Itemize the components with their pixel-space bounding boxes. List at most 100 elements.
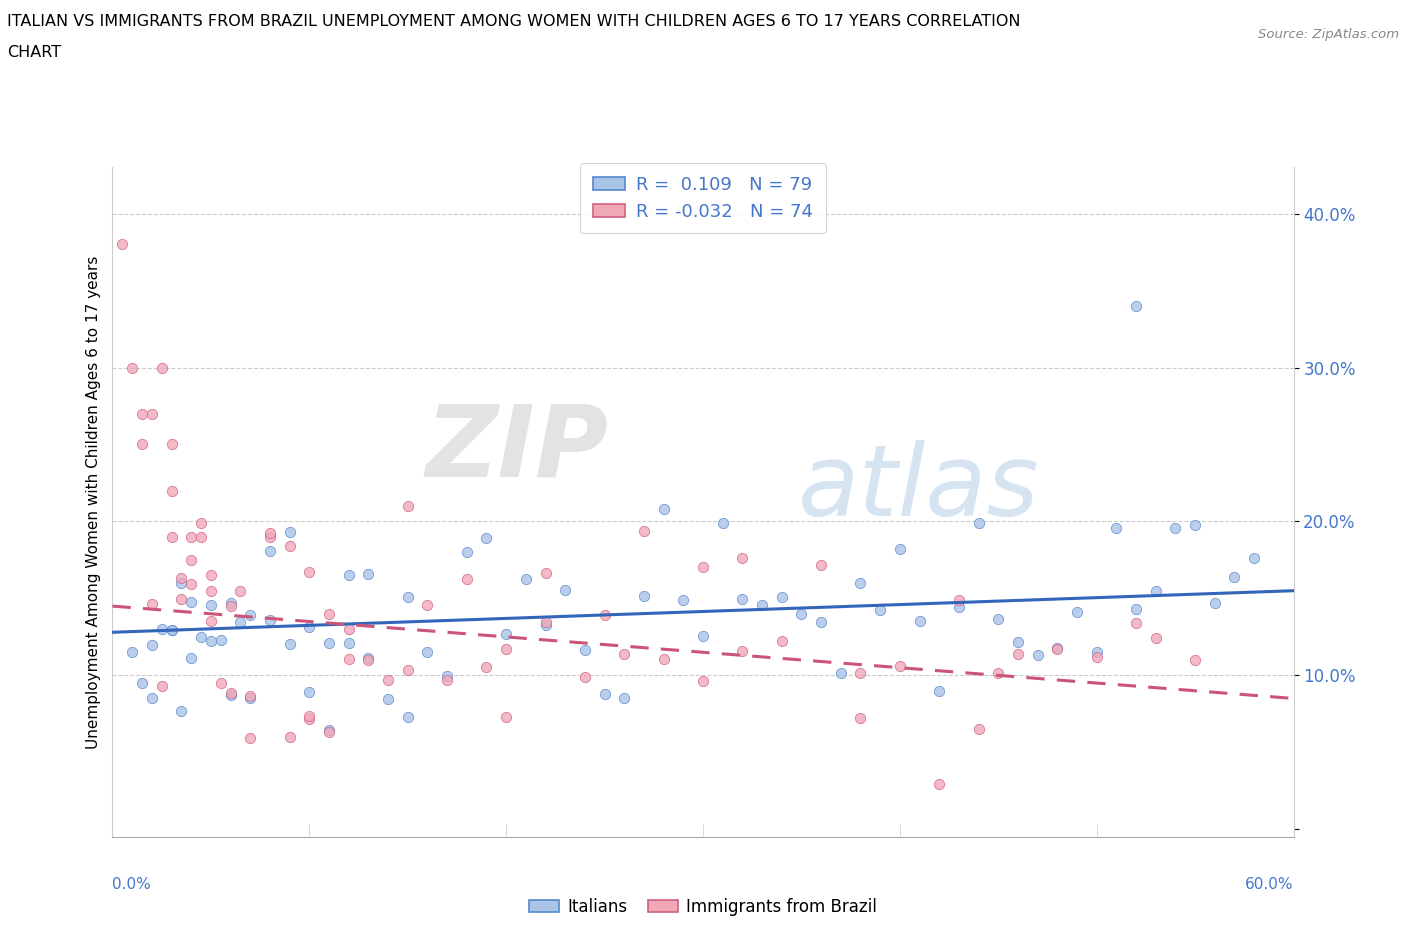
- Point: [190, 630, 212, 644]
- Point: [160, 623, 183, 638]
- Point: [810, 614, 832, 629]
- Point: [456, 545, 478, 560]
- Point: [1125, 602, 1147, 617]
- Point: [278, 525, 301, 539]
- Point: [1085, 644, 1108, 659]
- Point: [200, 598, 222, 613]
- Point: [849, 576, 872, 591]
- Point: [908, 614, 931, 629]
- Point: [1204, 596, 1226, 611]
- Point: [170, 703, 193, 718]
- Point: [1125, 616, 1147, 631]
- Point: [209, 675, 232, 690]
- Point: [1164, 521, 1187, 536]
- Point: [318, 723, 340, 737]
- Point: [790, 606, 813, 621]
- Point: [239, 688, 262, 703]
- Point: [150, 360, 173, 375]
- Point: [131, 675, 153, 690]
- Point: [456, 571, 478, 586]
- Point: [436, 669, 458, 684]
- Point: [180, 577, 202, 591]
- Point: [259, 543, 281, 558]
- Point: [180, 594, 202, 609]
- Point: [967, 722, 990, 737]
- Point: [751, 597, 773, 612]
- Point: [357, 566, 380, 581]
- Point: [318, 636, 340, 651]
- Point: [298, 565, 321, 579]
- Point: [160, 529, 183, 544]
- Point: [200, 614, 222, 629]
- Point: [692, 629, 714, 644]
- Point: [200, 568, 222, 583]
- Point: [1046, 640, 1069, 655]
- Point: [1144, 583, 1167, 598]
- Point: [613, 647, 636, 662]
- Point: [150, 622, 173, 637]
- Point: [731, 591, 754, 606]
- Point: [869, 603, 891, 618]
- Point: [1085, 649, 1108, 664]
- Point: [475, 530, 498, 545]
- Point: [377, 691, 399, 706]
- Text: CHART: CHART: [7, 45, 60, 60]
- Point: [495, 626, 517, 641]
- Point: [200, 583, 222, 598]
- Point: [337, 621, 360, 636]
- Point: [1046, 642, 1069, 657]
- Point: [633, 524, 655, 538]
- Point: [298, 709, 321, 724]
- Point: [259, 612, 281, 627]
- Point: [298, 620, 321, 635]
- Text: ZIP: ZIP: [426, 400, 609, 498]
- Point: [475, 659, 498, 674]
- Point: [150, 679, 173, 694]
- Point: [377, 672, 399, 687]
- Point: [141, 637, 163, 652]
- Point: [298, 684, 321, 699]
- Point: [170, 576, 193, 591]
- Point: [219, 595, 242, 610]
- Point: [495, 642, 517, 657]
- Point: [190, 515, 212, 530]
- Point: [219, 688, 242, 703]
- Point: [396, 590, 419, 604]
- Point: [1125, 299, 1147, 313]
- Point: [633, 589, 655, 604]
- Point: [357, 650, 380, 665]
- Point: [1066, 604, 1088, 619]
- Point: [1007, 646, 1029, 661]
- Point: [692, 673, 714, 688]
- Point: [239, 731, 262, 746]
- Point: [731, 644, 754, 658]
- Point: [337, 636, 360, 651]
- Point: [770, 633, 793, 648]
- Point: [190, 529, 212, 544]
- Point: [111, 237, 134, 252]
- Point: [495, 710, 517, 724]
- Point: [219, 685, 242, 700]
- Point: [121, 360, 143, 375]
- Point: [534, 615, 557, 630]
- Point: [928, 684, 950, 698]
- Text: 0.0%: 0.0%: [112, 877, 152, 892]
- Point: [259, 525, 281, 540]
- Point: [131, 406, 153, 421]
- Point: [593, 686, 616, 701]
- Text: 60.0%: 60.0%: [1246, 877, 1294, 892]
- Point: [209, 632, 232, 647]
- Point: [574, 643, 596, 658]
- Point: [259, 530, 281, 545]
- Point: [1184, 517, 1206, 532]
- Point: [987, 666, 1010, 681]
- Point: [229, 615, 252, 630]
- Point: [1184, 653, 1206, 668]
- Point: [928, 777, 950, 791]
- Point: [298, 711, 321, 726]
- Point: [731, 551, 754, 565]
- Point: [1144, 631, 1167, 645]
- Point: [948, 593, 970, 608]
- Point: [357, 653, 380, 668]
- Text: atlas: atlas: [797, 440, 1039, 538]
